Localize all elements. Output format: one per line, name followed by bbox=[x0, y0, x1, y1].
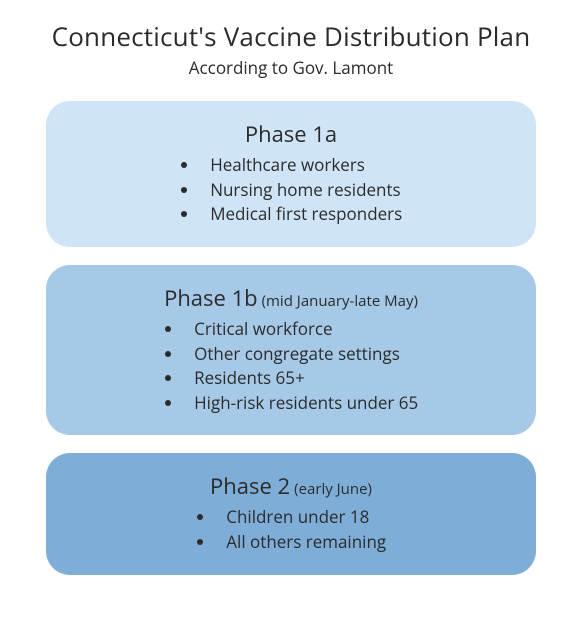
phase-title-row: Phase 1a bbox=[70, 119, 512, 149]
phases-container: Phase 1a Healthcare workersNursing home r… bbox=[28, 101, 554, 575]
list-item: Children under 18 bbox=[216, 505, 386, 530]
list-item: High-risk residents under 65 bbox=[184, 391, 418, 416]
list-item: Healthcare workers bbox=[200, 153, 402, 178]
phase-box-phase-1a: Phase 1a Healthcare workersNursing home r… bbox=[46, 101, 536, 247]
list-item: Residents 65+ bbox=[184, 366, 418, 391]
phase-items-list: Children under 18All others remaining bbox=[196, 505, 386, 554]
phase-items-list: Critical workforceOther congregate setti… bbox=[164, 317, 418, 416]
phase-title-row: Phase 1b(mid January-late May) bbox=[70, 283, 512, 313]
phase-box-phase-2: Phase 2(early June) Children under 18All … bbox=[46, 453, 536, 574]
list-item: Nursing home residents bbox=[200, 178, 402, 203]
phase-items-list: Healthcare workersNursing home residents… bbox=[180, 153, 402, 227]
phase-title: Phase 2 bbox=[210, 471, 290, 501]
page-title: Connecticut's Vaccine Distribution Plan bbox=[28, 18, 554, 54]
phase-timeframe: (early June) bbox=[294, 479, 372, 499]
list-item: Critical workforce bbox=[184, 317, 418, 342]
list-item: Medical first responders bbox=[200, 202, 402, 227]
phase-title: Phase 1a bbox=[245, 119, 337, 149]
phase-title: Phase 1b bbox=[164, 283, 258, 313]
phase-box-phase-1b: Phase 1b(mid January-late May) Critical w… bbox=[46, 265, 536, 436]
list-item: All others remaining bbox=[216, 530, 386, 555]
page-subtitle: According to Gov. Lamont bbox=[28, 56, 554, 79]
list-item: Other congregate settings bbox=[184, 342, 418, 367]
phase-title-row: Phase 2(early June) bbox=[70, 471, 512, 501]
phase-timeframe: (mid January-late May) bbox=[262, 291, 418, 311]
